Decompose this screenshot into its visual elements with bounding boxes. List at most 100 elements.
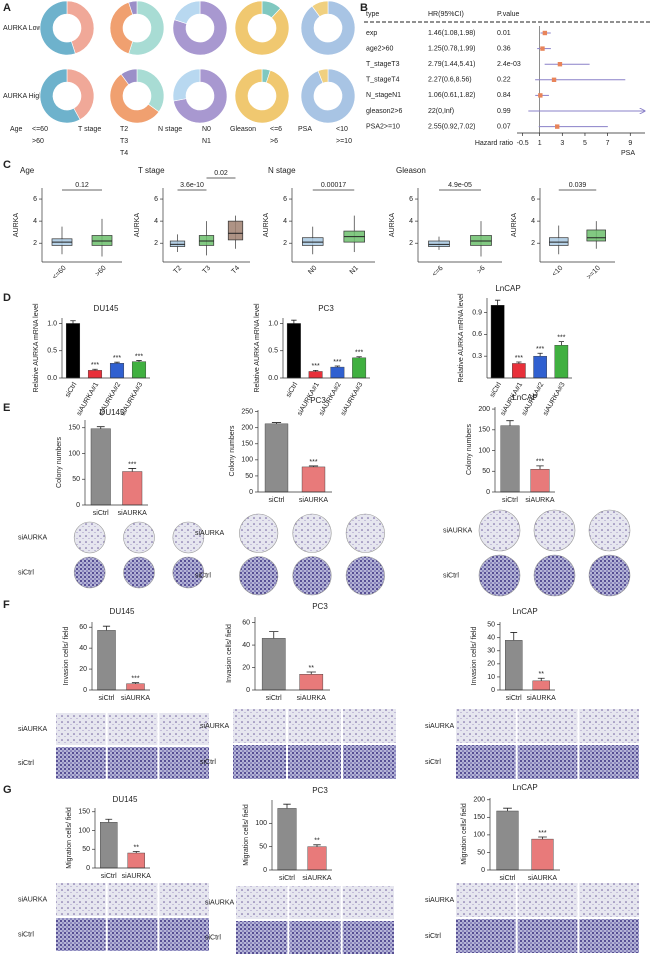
x-tick-label: siAURKA	[528, 875, 558, 882]
y-tick-label: 0.0	[268, 375, 278, 382]
y-tick-label: 1.0	[47, 320, 57, 327]
y-tick-label: 0	[486, 489, 490, 496]
box	[91, 235, 113, 246]
image-row-label: siCtrl	[18, 931, 34, 938]
y-tick-label: 6	[33, 196, 37, 203]
bar	[490, 305, 505, 379]
legend-title: PSA	[298, 126, 312, 133]
y-tick-label: 0.6	[472, 331, 482, 338]
y-axis-label: Migration cells/ field	[66, 807, 73, 869]
y-tick-label: 2	[283, 240, 287, 247]
y-tick-label: 4	[283, 218, 287, 225]
x-tick-label: siAURKA#3	[542, 381, 567, 417]
hr-point	[551, 77, 557, 82]
legend-entry: <10	[336, 126, 348, 133]
image-row-label: siCtrl	[18, 569, 34, 576]
x-tick-label: <=6	[431, 265, 445, 279]
bar	[299, 674, 324, 691]
donut-slice	[66, 68, 95, 121]
colony-image	[239, 513, 279, 553]
colony-image	[123, 521, 155, 554]
column-header: P.value	[497, 11, 520, 18]
x-tick-label: siAURKA#1	[76, 381, 101, 417]
donut-slice	[234, 68, 290, 124]
x-tick-label: siAURKA	[118, 510, 148, 517]
y-tick-label: 150	[478, 427, 490, 434]
donut-slice	[39, 0, 76, 56]
donut-slice	[172, 0, 228, 56]
significance: ***	[131, 676, 139, 683]
legend-entry: T3	[120, 138, 128, 145]
error-bar	[132, 851, 140, 853]
field-image	[289, 886, 341, 919]
y-tick-label: 4	[531, 218, 535, 225]
x-tick-label: siAURKA#3	[340, 381, 365, 417]
colony-image	[239, 556, 279, 596]
field-image	[343, 745, 396, 779]
row-type: gleason2>6	[366, 108, 403, 115]
y-tick-label: 0	[86, 865, 90, 872]
error-bar	[102, 625, 111, 631]
box	[586, 229, 606, 242]
image-row-label: siAURKA	[195, 530, 225, 537]
x-tick-label: siAURKA	[525, 497, 555, 504]
field-image	[517, 883, 578, 917]
chart-title: LnCAP	[512, 783, 537, 792]
hr-label: 1.46(1.08,1.98)	[428, 30, 475, 37]
box	[302, 237, 324, 246]
legend-entry: >=10	[336, 138, 352, 145]
donut-slice	[172, 68, 201, 102]
legend-entry: >6	[270, 138, 278, 145]
row-label: AURKA High	[3, 93, 43, 100]
bar	[65, 323, 81, 379]
y-tick-label: 0	[249, 489, 253, 496]
error-bar	[105, 818, 113, 823]
image-row-label: siAURKA	[18, 726, 48, 733]
y-tick-label: 6	[154, 196, 158, 203]
donut-slice	[300, 0, 356, 56]
image-row-label: siAURKA	[443, 527, 473, 534]
hr-point	[542, 30, 548, 36]
x-tick-label: siCtrl	[285, 381, 299, 399]
y-tick-label: 30	[487, 648, 495, 655]
p-value: 0.07	[497, 123, 511, 130]
y-axis-label: Relative AURKA mRNA level	[254, 303, 261, 393]
bar	[500, 425, 520, 493]
bar	[122, 471, 143, 506]
x-tick-label: <10	[551, 265, 564, 278]
colony-image	[478, 509, 521, 552]
p-value: 2.4e-03	[497, 61, 521, 68]
note: PSA	[621, 150, 635, 157]
y-axis-label: AURKA	[134, 213, 141, 237]
colony-image	[588, 554, 631, 597]
chart-title: PC3	[310, 396, 326, 405]
significance: **	[539, 671, 545, 678]
legend-entry: T2	[120, 126, 128, 133]
significance: **	[134, 844, 140, 851]
donut-slice	[173, 68, 228, 124]
y-tick-label: 4	[33, 218, 37, 225]
field-image	[56, 883, 106, 916]
x-tick-label: siCtrl	[93, 510, 109, 517]
field-image	[456, 919, 516, 953]
image-row-label: siCtrl	[443, 572, 459, 579]
panel-letter: A	[3, 2, 11, 14]
donut-slice	[39, 68, 81, 124]
row-label: AURKA Low	[3, 25, 42, 32]
image-row-label: siCtrl	[425, 759, 441, 766]
y-tick-label: 0	[246, 687, 250, 694]
y-tick-label: 6	[409, 196, 413, 203]
hr-label: 1.06(0.61,1.82)	[428, 92, 475, 99]
significance: ***	[355, 350, 363, 357]
image-row-label: siAURKA	[18, 896, 48, 903]
box	[428, 240, 450, 247]
legend-entry: <=6	[270, 126, 282, 133]
bar	[533, 355, 547, 379]
x-axis-label: Hazard ratio	[475, 140, 513, 147]
x-tick-label: >6	[476, 265, 487, 276]
y-axis-label: Migration cells/ field	[243, 804, 250, 866]
y-tick-label: 150	[78, 809, 90, 816]
y-tick-label: 0.5	[47, 348, 57, 355]
y-tick-label: 150	[473, 814, 485, 821]
significance: ***	[128, 461, 136, 468]
